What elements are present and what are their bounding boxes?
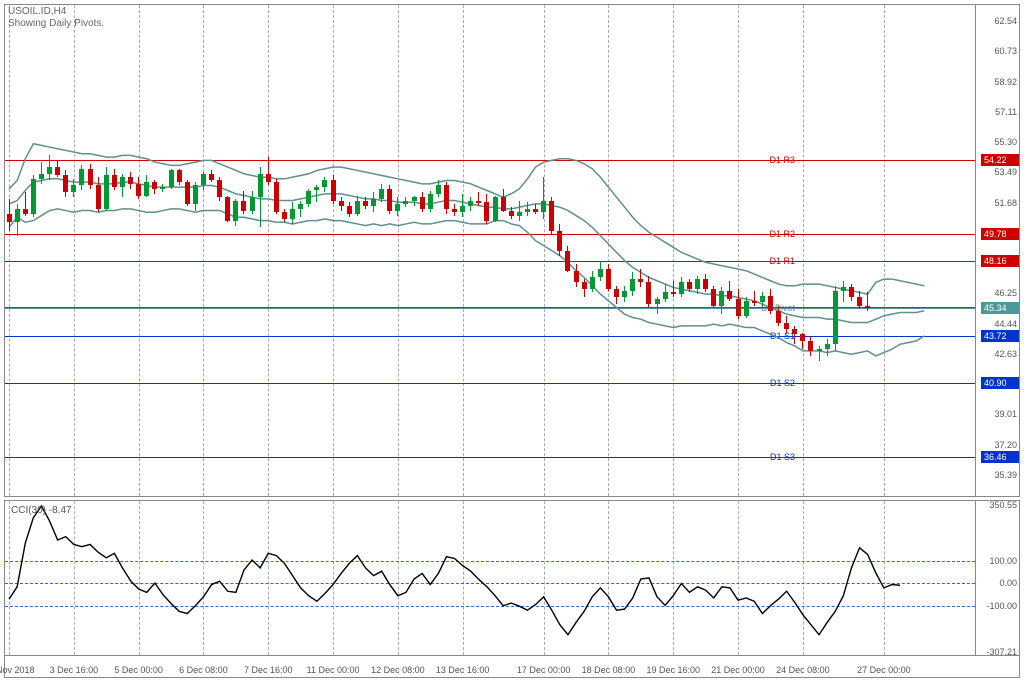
- cci-y-axis: -307.21-100.000.00100.00350.55: [976, 500, 1020, 656]
- cci-title: CCI(30) -8.47: [11, 505, 72, 516]
- symbol-label: USOIL.ID,H4: [8, 6, 66, 17]
- x-axis: 30 Nov 20183 Dec 16:005 Dec 00:006 Dec 0…: [4, 656, 1020, 678]
- chart-title: USOIL.ID,H4 Showing Daily Pivots.: [8, 6, 104, 30]
- subtitle-label: Showing Daily Pivots.: [8, 18, 104, 29]
- price-chart[interactable]: D1 R3D1 R2D1 R1D1 PivotD1 S1D1 S2D1 S3: [4, 4, 976, 497]
- price-y-axis: 35.3937.2039.0140.8242.6344.4446.2548.06…: [976, 4, 1020, 497]
- cci-chart[interactable]: CCI(30) -8.47: [4, 500, 976, 656]
